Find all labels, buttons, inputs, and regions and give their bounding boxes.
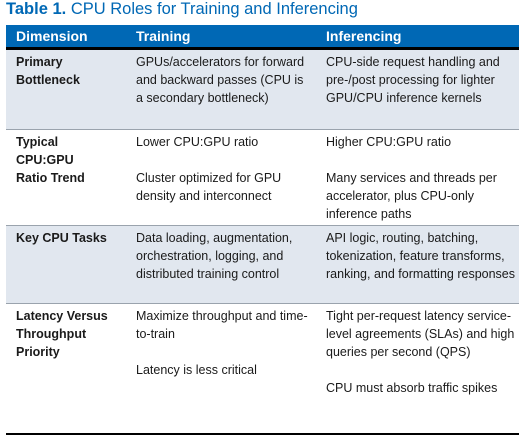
inferencing-cell: Tight per-request latency service-level … <box>326 309 515 395</box>
table-title-text: CPU Roles for Training and Inferencing <box>70 0 358 18</box>
inferencing-cell: API logic, routing, batching, tokenizati… <box>316 225 519 304</box>
table-row: Typical CPU:GPU Ratio Trend Lower CPU:GPU … <box>6 130 519 226</box>
table-row: Key CPU Tasks Data loading, augmentation… <box>6 225 519 304</box>
header-inferencing: Inferencing <box>316 25 519 50</box>
dimension-cell: Latency Versus Throughput Priority <box>16 309 108 359</box>
header-dimension: Dimension <box>6 25 126 50</box>
table-number: Table 1. <box>6 0 67 18</box>
dimension-cell: Typical CPU:GPU Ratio Trend <box>16 135 85 185</box>
table-title: Table 1. CPU Roles for Training and Infe… <box>6 0 358 19</box>
training-cell: Lower CPU:GPU ratio Cluster optimized fo… <box>136 135 282 203</box>
inferencing-cell: Higher CPU:GPU ratio Many services and t… <box>326 135 497 221</box>
training-cell: GPUs/accelerators for forward and backwa… <box>126 48 316 130</box>
dimension-cell: Primary Bottleneck <box>6 48 126 130</box>
inferencing-cell: CPU-side request handling and pre-/post … <box>316 48 519 130</box>
table-header-row: Dimension Training Inferencing <box>6 25 519 50</box>
training-cell: Data loading, augmentation, orchestratio… <box>126 225 316 304</box>
table-row: Primary Bottleneck GPUs/accelerators for … <box>6 48 519 130</box>
training-cell: Maximize throughput and time-to-train La… <box>136 309 308 377</box>
table-row: Latency Versus Throughput Priority Maximiz… <box>6 304 519 434</box>
dimension-cell: Key CPU Tasks <box>6 225 126 304</box>
header-training: Training <box>126 25 316 50</box>
cpu-roles-table: Dimension Training Inferencing Primary Bo… <box>6 25 519 435</box>
